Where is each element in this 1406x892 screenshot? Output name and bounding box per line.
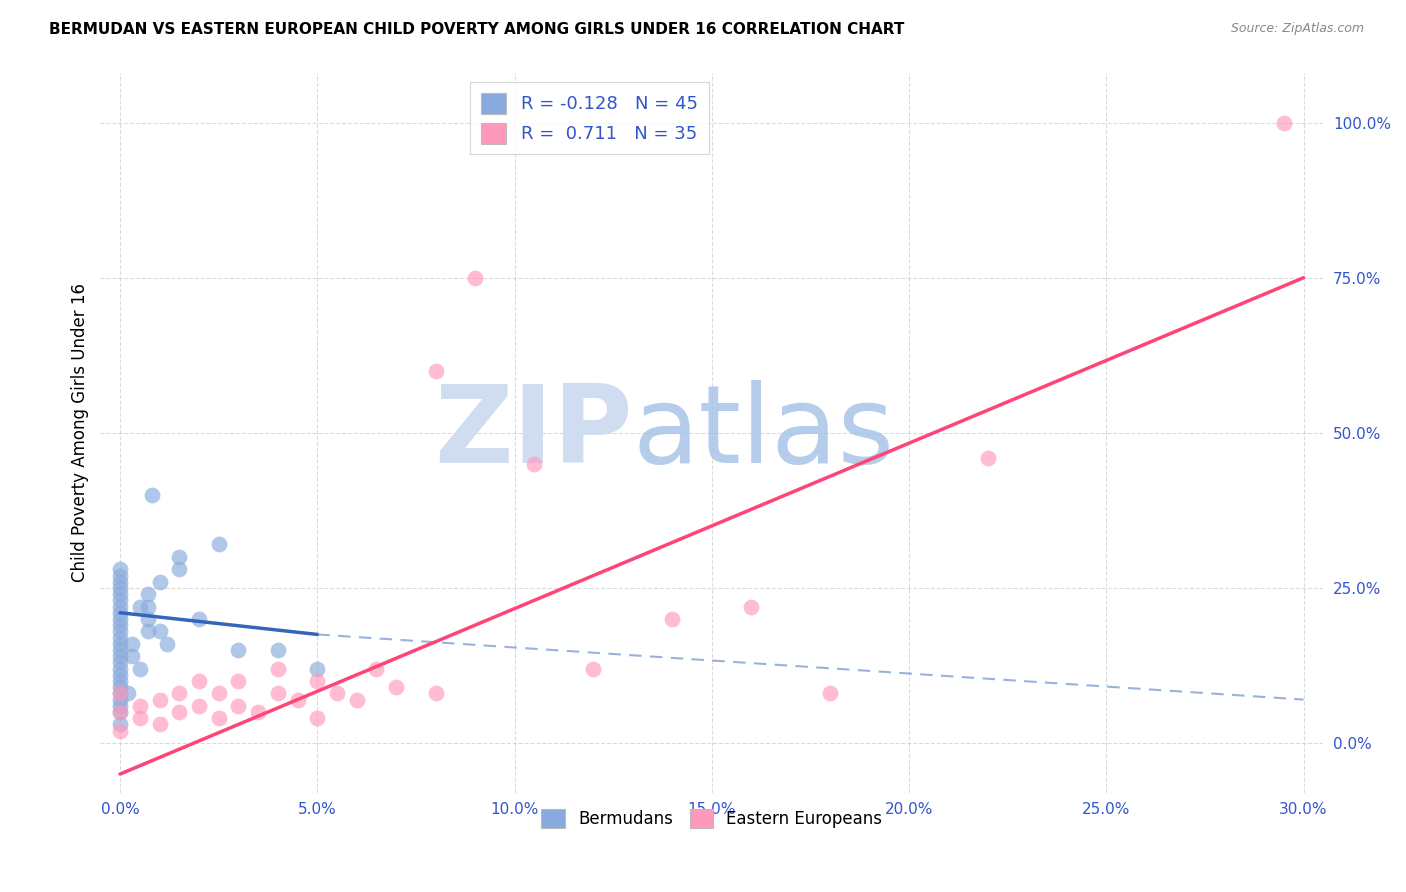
Point (108, 680, 131, 694)
Point (108, 593, 131, 607)
Point (108, 581, 131, 595)
Point (136, 599, 159, 614)
Point (108, 624, 131, 639)
Point (425, 686, 447, 700)
Point (307, 662, 329, 676)
Point (108, 587, 131, 601)
Y-axis label: Child Poverty Among Girls Under 16: Child Poverty Among Girls Under 16 (72, 284, 89, 582)
Point (167, 562, 190, 576)
Point (208, 537, 231, 551)
Text: ZIP: ZIP (434, 380, 633, 486)
Point (148, 692, 170, 706)
Point (108, 631, 131, 645)
Point (1272, 115, 1295, 129)
Point (307, 673, 329, 688)
Point (188, 698, 211, 713)
Point (287, 692, 309, 706)
Point (523, 457, 546, 471)
Point (128, 599, 150, 614)
Point (128, 711, 150, 725)
Point (108, 637, 131, 651)
Text: BERMUDAN VS EASTERN EUROPEAN CHILD POVERTY AMONG GIRLS UNDER 16 CORRELATION CHAR: BERMUDAN VS EASTERN EUROPEAN CHILD POVER… (49, 22, 904, 37)
Point (188, 673, 211, 688)
Point (136, 587, 159, 601)
Point (167, 686, 190, 700)
Point (267, 686, 290, 700)
Point (228, 673, 250, 688)
Point (167, 549, 190, 564)
Point (247, 705, 270, 719)
Point (148, 574, 170, 589)
Point (188, 612, 211, 626)
Point (208, 686, 231, 700)
Point (167, 705, 190, 719)
Point (108, 568, 131, 582)
Point (108, 723, 131, 738)
Point (148, 717, 170, 731)
Point (267, 662, 290, 676)
Point (108, 662, 131, 676)
Point (267, 643, 290, 657)
Point (108, 667, 131, 681)
Point (128, 698, 150, 713)
Point (108, 599, 131, 614)
Point (108, 705, 131, 719)
Point (740, 599, 762, 614)
Point (136, 624, 159, 639)
Text: atlas: atlas (633, 380, 894, 486)
Point (108, 649, 131, 664)
Point (108, 643, 131, 657)
Point (425, 364, 447, 378)
Point (307, 711, 329, 725)
Point (108, 574, 131, 589)
Point (326, 686, 349, 700)
Point (228, 698, 250, 713)
Point (464, 270, 486, 285)
Point (108, 673, 131, 688)
Point (228, 643, 250, 657)
Point (108, 717, 131, 731)
Point (108, 562, 131, 576)
Text: Source: ZipAtlas.com: Source: ZipAtlas.com (1230, 22, 1364, 36)
Point (346, 692, 368, 706)
Point (156, 637, 179, 651)
Point (108, 656, 131, 670)
Point (136, 612, 159, 626)
Point (121, 637, 143, 651)
Point (108, 612, 131, 626)
Point (121, 649, 143, 664)
Point (108, 692, 131, 706)
Point (582, 662, 605, 676)
Point (108, 686, 131, 700)
Point (108, 618, 131, 632)
Point (128, 662, 150, 676)
Point (108, 606, 131, 620)
Point (108, 698, 131, 713)
Point (366, 662, 388, 676)
Point (148, 624, 170, 639)
Legend: Bermudans, Eastern Europeans: Bermudans, Eastern Europeans (534, 802, 889, 835)
Point (385, 680, 408, 694)
Point (977, 450, 1000, 465)
Point (818, 686, 841, 700)
Point (117, 686, 139, 700)
Point (141, 488, 163, 502)
Point (208, 711, 231, 725)
Point (108, 686, 131, 700)
Point (661, 612, 683, 626)
Point (108, 705, 131, 719)
